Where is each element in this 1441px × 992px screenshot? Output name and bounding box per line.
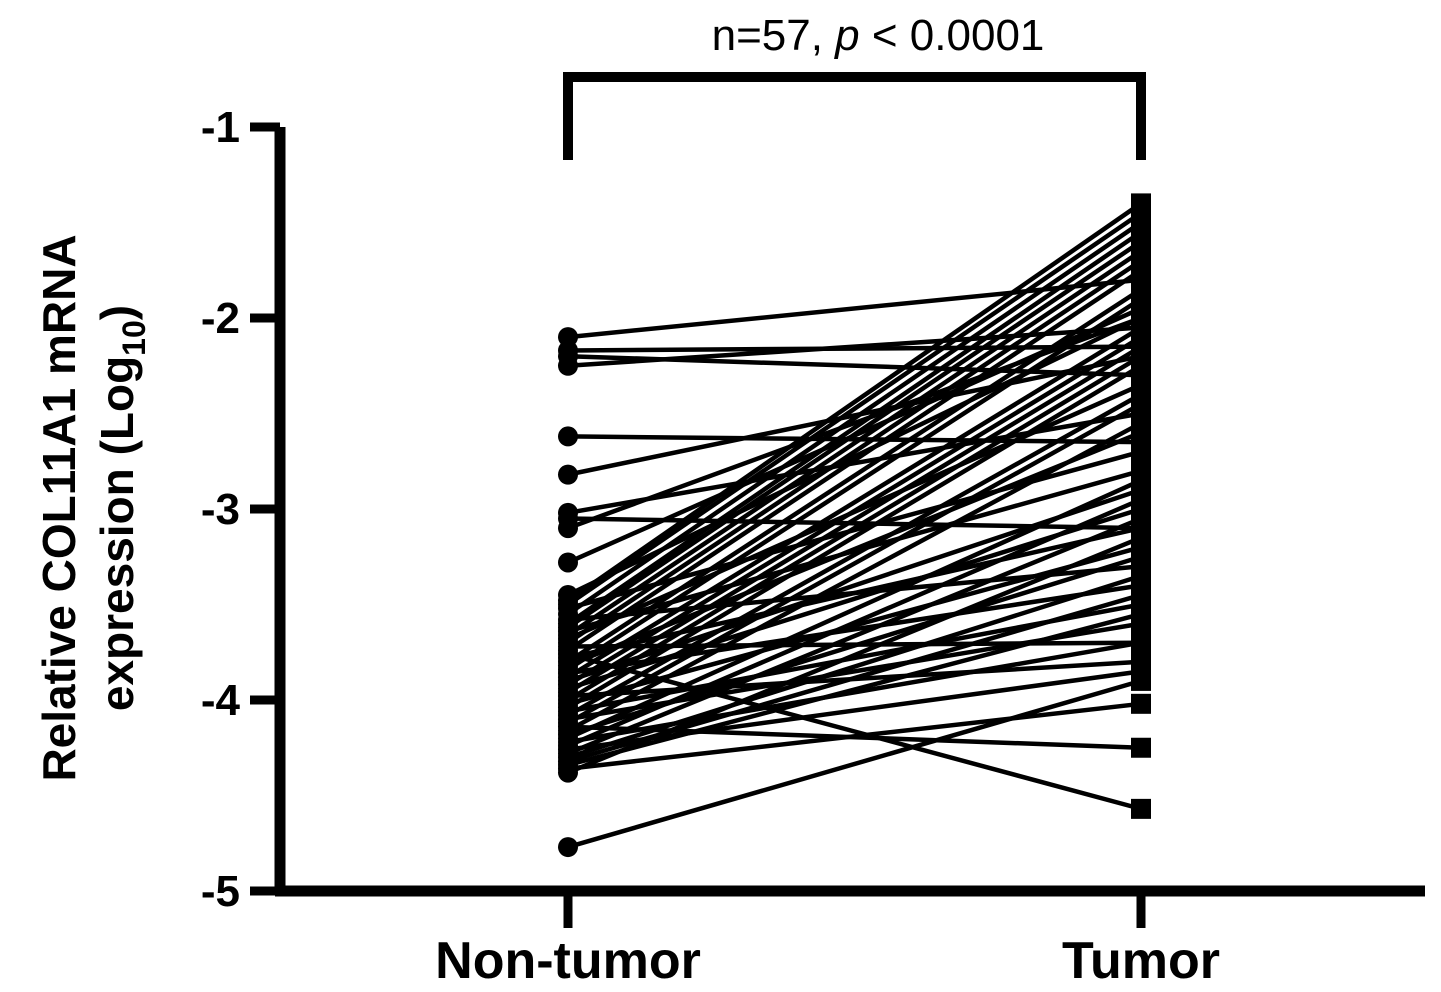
pair-line — [567, 516, 1142, 756]
pair-line — [566, 249, 1143, 637]
pair-line — [566, 201, 1143, 603]
non-tumor-point — [558, 552, 578, 573]
y-axis-label-text: expression (Log — [91, 356, 143, 711]
y-axis-label-close: ) — [91, 305, 143, 320]
pair-line — [566, 392, 1143, 718]
non-tumor-point — [558, 426, 578, 447]
tumor-point — [1131, 489, 1151, 510]
pair-line — [567, 573, 1142, 760]
pair-line — [567, 315, 1142, 597]
y-tick-label: -4 — [201, 676, 241, 725]
p-symbol: p — [833, 11, 859, 60]
y-tick-label: -3 — [201, 485, 240, 534]
pair-line — [566, 297, 1143, 672]
pair-line — [566, 401, 1143, 725]
pair-line — [567, 411, 1142, 516]
pair-line — [567, 353, 1142, 477]
pair-line — [567, 478, 1142, 741]
significance-bracket — [563, 72, 1146, 160]
tumor-point — [1131, 288, 1151, 309]
markers — [558, 193, 1151, 858]
pair-line — [566, 421, 1143, 733]
pair-line — [566, 230, 1143, 626]
y-axis-label-subscript: 10 — [116, 320, 152, 356]
non-tumor-point — [558, 584, 578, 605]
tumor-point — [1131, 260, 1151, 281]
tumor-point — [1131, 604, 1151, 625]
tumor-point — [1131, 470, 1151, 491]
pair-line — [567, 497, 1142, 748]
tumor-point — [1131, 441, 1151, 462]
pair-line — [566, 211, 1143, 607]
tumor-point — [1131, 527, 1151, 548]
y-axis-label-line1: Relative COL11A1 mRNA — [33, 234, 85, 781]
y-tick-label: -2 — [201, 294, 240, 343]
y-axis-label: Relative COL11A1 mRNA expression (Log10) — [33, 234, 152, 781]
pair-line — [566, 344, 1143, 695]
tumor-point — [1131, 546, 1151, 567]
tumor-point — [1131, 393, 1151, 414]
pair-line — [566, 258, 1143, 645]
p-value-text: < 0.0001 — [860, 11, 1045, 60]
tumor-point — [1131, 355, 1151, 376]
significance-annotation: n=57, p < 0.0001 — [712, 11, 1045, 60]
pair-line — [567, 669, 1142, 752]
pair-line — [566, 335, 1143, 687]
y-ticks: -1 -2 -3 -4 -5 — [201, 103, 280, 916]
pair-lines — [566, 201, 1143, 850]
tumor-point — [1131, 798, 1151, 819]
x-tick-label-non-tumor: Non-tumor — [435, 932, 701, 990]
pair-line — [566, 354, 1143, 702]
tumor-point — [1131, 508, 1151, 529]
pair-line — [566, 363, 1143, 710]
pair-line — [567, 611, 1142, 768]
non-tumor-point — [558, 762, 578, 783]
pair-line — [567, 701, 1142, 771]
tumor-point — [1131, 632, 1151, 653]
tumor-point — [1131, 737, 1151, 758]
n-count-text: n=57, — [712, 11, 836, 60]
pair-line — [566, 325, 1143, 680]
y-tick-label: -1 — [201, 103, 240, 152]
tumor-point — [1131, 584, 1151, 605]
x-tick-label-tumor: Tumor — [1062, 932, 1220, 990]
pair-line — [566, 268, 1143, 653]
tumor-point — [1131, 565, 1151, 586]
y-tick-label: -5 — [201, 867, 240, 916]
pair-line — [567, 535, 1142, 775]
pair-line — [566, 287, 1143, 664]
tumor-point — [1131, 693, 1151, 714]
non-tumor-point — [558, 464, 578, 485]
tumor-point — [1131, 308, 1151, 328]
tumor-point — [1131, 670, 1151, 691]
pair-line — [567, 434, 1142, 445]
tumor-point — [1131, 413, 1151, 434]
non-tumor-point — [558, 518, 578, 539]
pair-line — [567, 678, 1142, 850]
y-axis-label-line2: expression (Log10) — [91, 305, 152, 711]
non-tumor-point — [558, 837, 578, 858]
non-tumor-point — [558, 355, 578, 376]
pair-line — [566, 239, 1143, 630]
